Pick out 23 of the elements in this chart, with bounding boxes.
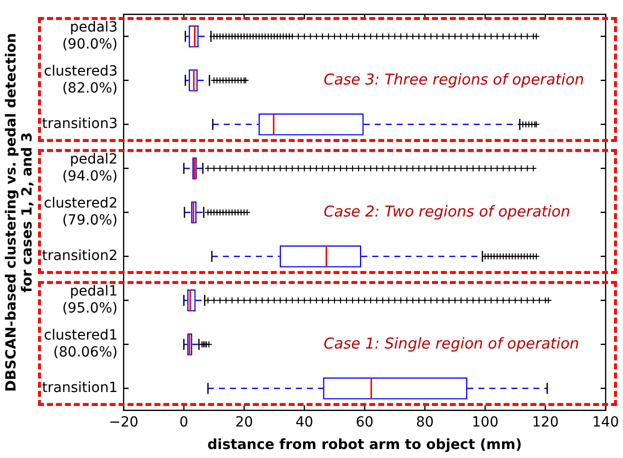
annotation: Case 1: Single region of operation <box>324 334 580 352</box>
x-tick-label: 140 <box>592 414 620 430</box>
x-tick-label: 20 <box>235 414 254 430</box>
y-tick-label: clustered1 (80.06%) <box>44 328 118 360</box>
x-tick-label: 40 <box>295 414 314 430</box>
y-tick-label: clustered2 (79.0%) <box>44 196 118 228</box>
y-tick-label: transition2 <box>42 248 118 264</box>
annotation: Case 3: Three regions of operation <box>324 70 584 88</box>
x-tick-label: 80 <box>416 414 434 430</box>
y-tick-label: transition3 <box>42 116 118 132</box>
x-tick-label: 60 <box>356 414 374 430</box>
y-axis-title: DBSCAN-based clustering vs. pedal detection for cases 1, 2, and 3 <box>4 33 36 392</box>
y-tick-label: clustered3 (82.0%) <box>44 64 118 96</box>
x-tick-label: 120 <box>532 414 559 430</box>
annotation: Case 2: Two regions of operation <box>324 202 570 220</box>
y-tick-label: transition1 <box>42 380 118 396</box>
y-tick-label: pedal2 (94.0%) <box>62 152 118 184</box>
x-tick-label: 0 <box>179 414 188 430</box>
y-tick-label: pedal1 (95.0%) <box>62 284 118 316</box>
x-axis-title: distance from robot arm to object (mm) <box>207 437 522 454</box>
y-tick-label: pedal3 (90.0%) <box>62 20 118 52</box>
x-tick-label: −20 <box>108 414 138 430</box>
x-tick-label: 100 <box>472 414 498 430</box>
